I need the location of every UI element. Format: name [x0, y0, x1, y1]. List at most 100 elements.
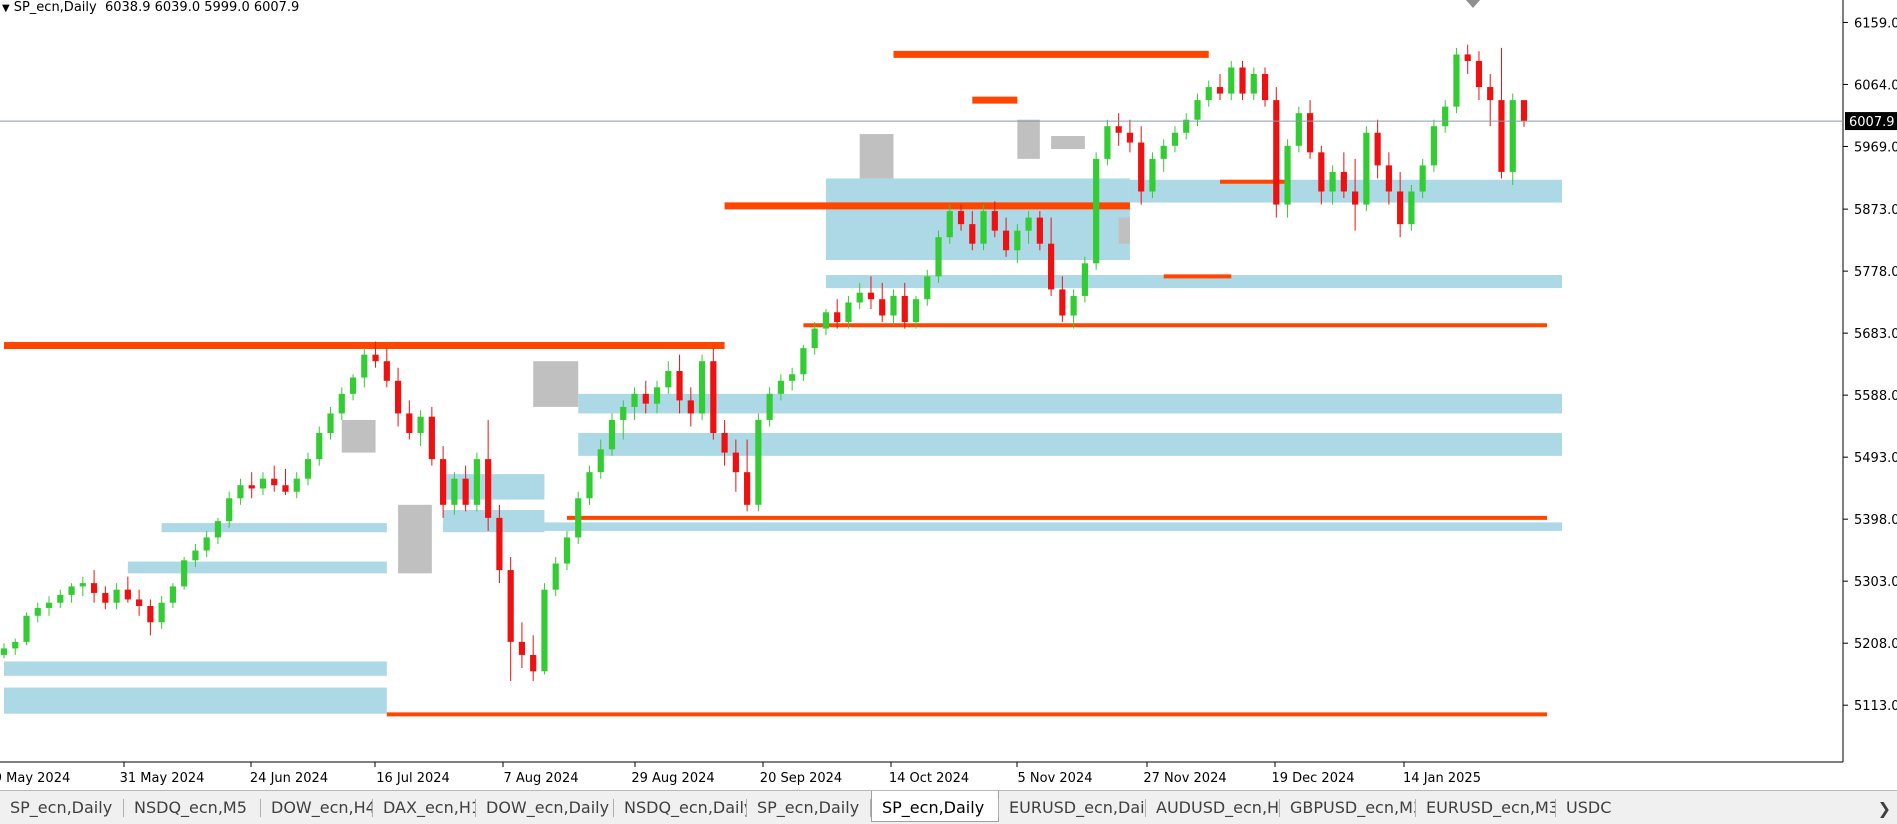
bear-candle: [90, 583, 98, 593]
bull-candle: [1295, 113, 1302, 146]
bear-candle: [1261, 74, 1269, 101]
price-chart[interactable]: 6159.0 6064.0 5969.0 5873.0 5778.0 5683.0 5588…: [0, 0, 1897, 790]
demand-zone: [578, 433, 1562, 456]
bull-candle: [259, 478, 267, 489]
time-tick-label: 29 Aug 2024: [631, 771, 714, 786]
chart-tab[interactable]: GBPUSD_ecn,M30: [1290, 798, 1416, 817]
demand-zone: [4, 661, 387, 676]
bull-candle: [856, 292, 863, 303]
bear-candle: [282, 485, 289, 492]
bear-candle: [1352, 191, 1359, 205]
tab-separator: [613, 799, 614, 817]
bull-candle: [1194, 100, 1201, 120]
chart-tab[interactable]: SP_ecn,Daily: [757, 798, 860, 817]
bull-candle: [473, 459, 480, 505]
current-price-label: 6007.9: [1849, 115, 1895, 130]
bull-candle: [192, 550, 199, 561]
bear-candle: [372, 354, 379, 362]
chart-window[interactable]: 6159.0 6064.0 5969.0 5873.0 5778.0 5683.0 5588…: [0, 0, 1897, 790]
bear-candle: [406, 413, 413, 434]
bull-candle: [1442, 106, 1449, 127]
bear-candle: [248, 485, 255, 489]
scroll-marker-icon: [1466, 0, 1480, 8]
bear-candle: [1239, 67, 1246, 94]
bull-candle: [12, 641, 19, 649]
bull-candle: [811, 328, 818, 349]
bear-candle: [383, 361, 390, 381]
bear-candle: [1385, 165, 1392, 192]
demand-zone: [127, 561, 387, 574]
chart-header: ▼ SP_ecn,Daily 6038.9 6039.0 5999.0 6007.…: [2, 0, 299, 15]
bull-candle: [1070, 295, 1077, 316]
ohlc-values: 6038.9 6039.0 5999.0 6007.9: [104, 0, 300, 15]
bull-candle: [338, 393, 345, 414]
bull-candle: [924, 276, 931, 300]
tab-separator: [998, 799, 999, 817]
bull-candle: [800, 348, 807, 375]
chart-tab[interactable]: SP_ecn,Daily: [10, 798, 113, 817]
neutral-zone: [398, 504, 432, 574]
bear-candle: [1048, 243, 1055, 290]
time-tick-label: 24 Jun 2024: [250, 771, 328, 786]
chart-tab[interactable]: NSDQ_ecn,M5: [134, 798, 247, 817]
bull-candle: [631, 393, 638, 407]
bull-candle: [1014, 230, 1021, 251]
bear-candle: [901, 295, 908, 323]
bear-candle: [1273, 100, 1280, 205]
bear-candle: [867, 292, 875, 300]
tab-separator: [1279, 799, 1280, 817]
neutral-zone: [859, 134, 894, 179]
bear-candle: [1340, 171, 1347, 192]
time-tick-label: 20 Sep 2024: [760, 771, 842, 786]
bull-candle: [1104, 126, 1111, 159]
bull-candle: [68, 586, 75, 595]
bear-candle: [1520, 100, 1528, 122]
bull-candle: [214, 521, 222, 538]
chart-tab[interactable]: NSDQ_ecn,Daily: [624, 798, 747, 817]
price-tick-label: 5208.0: [1854, 637, 1897, 652]
bull-candle: [316, 433, 323, 460]
chart-tab[interactable]: EURUSD_ecn,M30: [1426, 798, 1556, 817]
bull-candle: [349, 377, 357, 394]
bull-candle: [1183, 119, 1190, 133]
neutral-zone: [1051, 136, 1085, 150]
tab-separator: [870, 799, 871, 817]
chart-tab[interactable]: EURUSD_ecn,Daily: [1009, 798, 1146, 817]
bear-candle: [1036, 217, 1043, 244]
bull-candle: [0, 648, 8, 655]
bear-candle: [1126, 132, 1134, 143]
bull-candle: [1453, 54, 1460, 107]
bull-candle: [1093, 158, 1100, 264]
bear-candle: [642, 393, 649, 404]
demand-zone: [825, 178, 1130, 261]
time-tick-label: 7 Aug 2024: [503, 771, 578, 786]
bull-candle: [293, 478, 300, 492]
bear-candle: [834, 312, 841, 323]
time-tick-label: 27 Nov 2024: [1143, 771, 1226, 786]
bull-candle: [541, 589, 548, 672]
bull-candle: [181, 560, 188, 587]
chart-tab[interactable]: DAX_ecn,H1: [383, 798, 476, 817]
bear-candle: [1115, 126, 1122, 133]
bull-candle: [1228, 67, 1235, 94]
bull-candle: [822, 312, 830, 329]
chart-tab[interactable]: AUDUSD_ecn,H1: [1156, 798, 1280, 817]
tab-separator: [475, 799, 476, 817]
bull-candle: [79, 583, 86, 587]
collapse-triangle-icon[interactable]: ▼: [2, 3, 10, 14]
time-tick-label: 16 Jul 2024: [376, 771, 450, 786]
bear-candle: [394, 380, 402, 414]
neutral-zone: [1017, 119, 1040, 159]
chart-tab[interactable]: DOW_ecn,H4: [271, 798, 373, 817]
chevron-right-icon[interactable]: ❯: [1877, 799, 1891, 818]
bull-candle: [766, 393, 773, 420]
bear-candle: [271, 478, 278, 486]
chart-tab[interactable]: DOW_ecn,Daily: [486, 798, 610, 817]
chart-tab[interactable]: USDC: [1566, 798, 1612, 817]
tab-separator: [746, 799, 747, 817]
chart-tab[interactable]: SP_ecn,Daily: [871, 791, 999, 822]
bear-candle: [507, 570, 514, 642]
bull-candle: [327, 413, 334, 434]
bull-candle: [597, 449, 604, 473]
bear-candle: [1475, 60, 1483, 88]
